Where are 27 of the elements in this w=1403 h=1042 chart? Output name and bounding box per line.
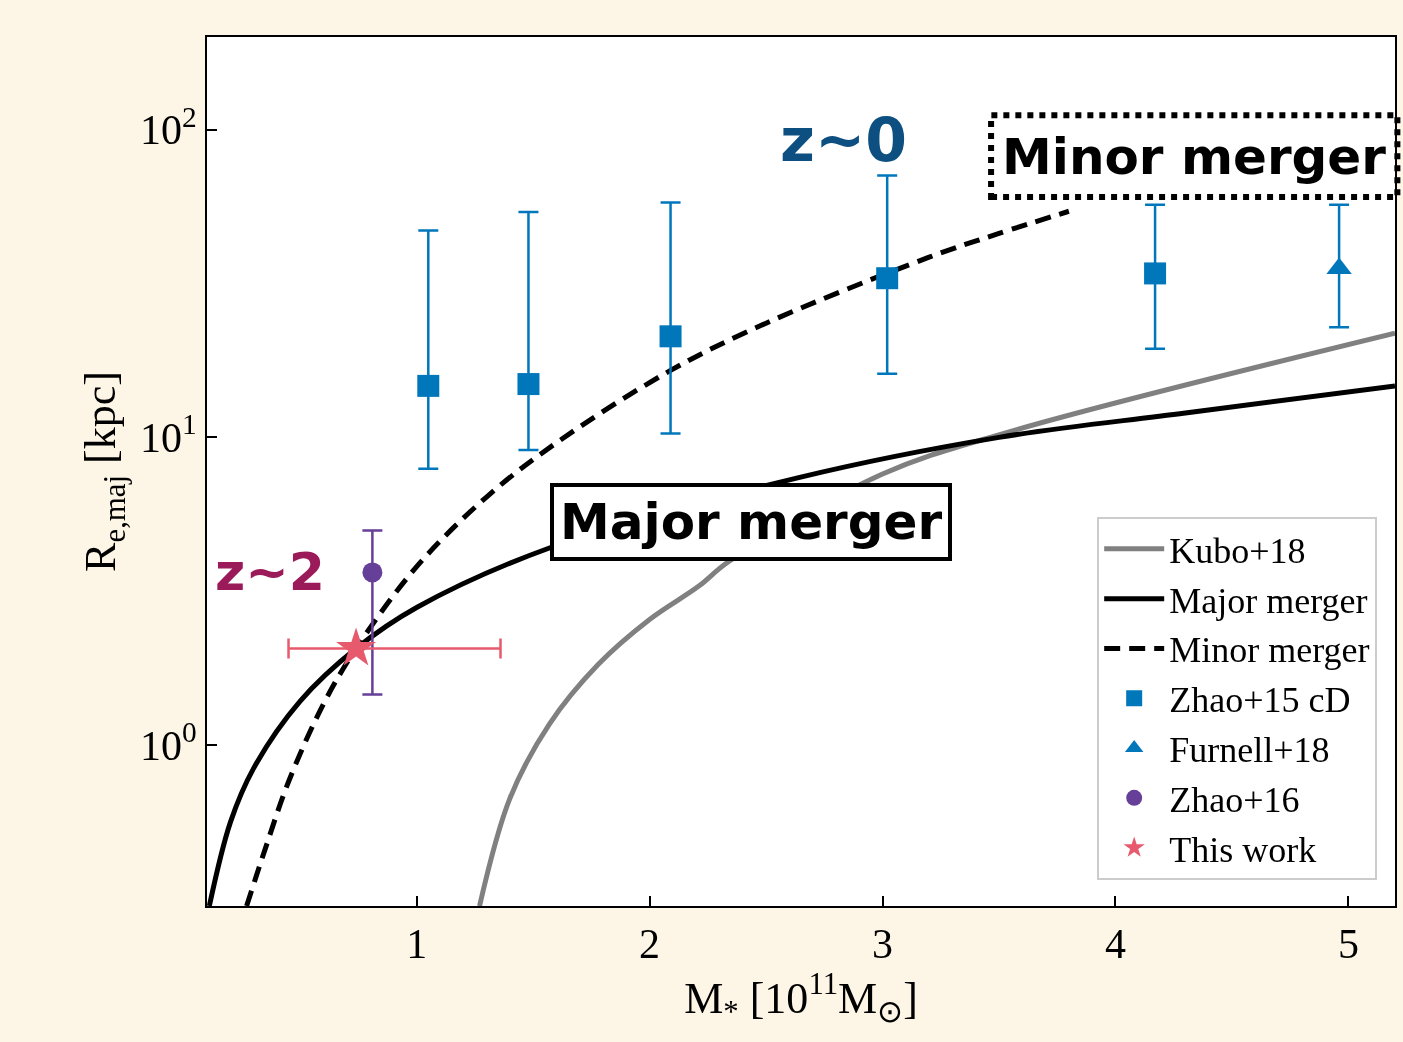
point — [417, 374, 440, 397]
x-tick-label: 1 — [406, 921, 428, 968]
point — [659, 325, 682, 348]
annotation: z~0 — [780, 105, 907, 175]
x-tick-label: 4 — [1104, 921, 1126, 968]
legend-label: Furnell+18 — [1169, 730, 1330, 771]
point — [362, 562, 383, 583]
x-tick-label: 3 — [872, 921, 894, 968]
y-tick-label: 10$^{2}$ — [139, 100, 197, 154]
legend-label: Major merger — [1169, 580, 1368, 621]
point — [517, 373, 540, 396]
legend-label: This work — [1169, 829, 1317, 870]
x-tick-label: 2 — [639, 921, 661, 968]
legend-label: Minor merger — [1169, 630, 1370, 671]
point — [876, 267, 899, 290]
point — [336, 627, 377, 666]
annotation: Major merger — [560, 493, 943, 551]
legend-label: Zhao+15 cD — [1169, 680, 1351, 721]
x-tick-label: 5 — [1337, 921, 1359, 968]
x-axis-title: M$_{*}$ [10$^{11}$M$_{⊙}$] — [684, 967, 918, 1030]
annotation: z~2 — [215, 542, 326, 602]
annotation: Minor merger — [1002, 128, 1387, 186]
point — [1144, 262, 1167, 285]
y-tick-label: 10$^{1}$ — [139, 408, 197, 462]
y-tick-label: 10$^{0}$ — [139, 716, 197, 769]
legend-label: Zhao+16 — [1169, 779, 1300, 820]
legend-label: Kubo+18 — [1169, 530, 1306, 571]
